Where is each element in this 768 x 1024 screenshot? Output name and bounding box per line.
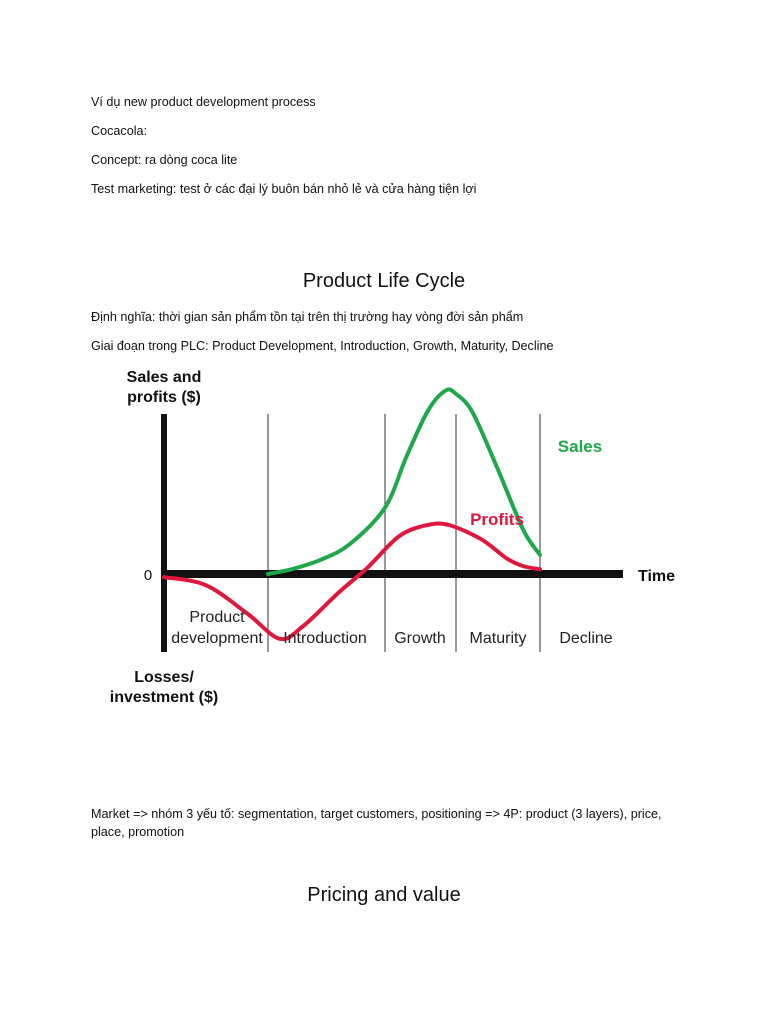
stage-label: Decline xyxy=(559,630,612,647)
intro-line-3: Concept: ra dòng coca lite xyxy=(91,153,238,167)
intro-line-4: Test marketing: test ở các đại lý buôn b… xyxy=(91,182,477,196)
market-paragraph: Market => nhóm 3 yếu tố: segmentation, t… xyxy=(91,807,662,839)
plc-stages-line: Giai đoạn trong PLC: Product Development… xyxy=(91,339,554,353)
y-axis-negative-title: Losses/investment ($) xyxy=(110,669,218,706)
pricing-heading: Pricing and value xyxy=(307,884,461,906)
intro-line-1: Ví dụ new product development process xyxy=(91,95,316,109)
stage-label: Introduction xyxy=(283,630,367,647)
product-life-cycle-chart: Sales Profits Sales and profits ($) Losses/i… xyxy=(110,369,675,706)
plc-heading: Product Life Cycle xyxy=(302,270,466,292)
intro-line-2: Cocacola: xyxy=(91,124,148,138)
profits-curve xyxy=(162,521,542,642)
plc-definition: Định nghĩa: thời gian sản phẩm tồn tại t… xyxy=(91,310,524,324)
zero-tick-label: 0 xyxy=(144,567,152,584)
stage-label: Maturity xyxy=(470,630,527,647)
x-axis-title: Time xyxy=(638,568,675,585)
sales-curve xyxy=(266,387,542,576)
profits-label: Profits xyxy=(470,510,524,529)
y-axis-title: Sales and profits ($) xyxy=(127,369,202,406)
stage-label: Product development xyxy=(171,609,263,647)
stage-label: Growth xyxy=(394,630,446,647)
sales-label: Sales xyxy=(558,437,602,456)
